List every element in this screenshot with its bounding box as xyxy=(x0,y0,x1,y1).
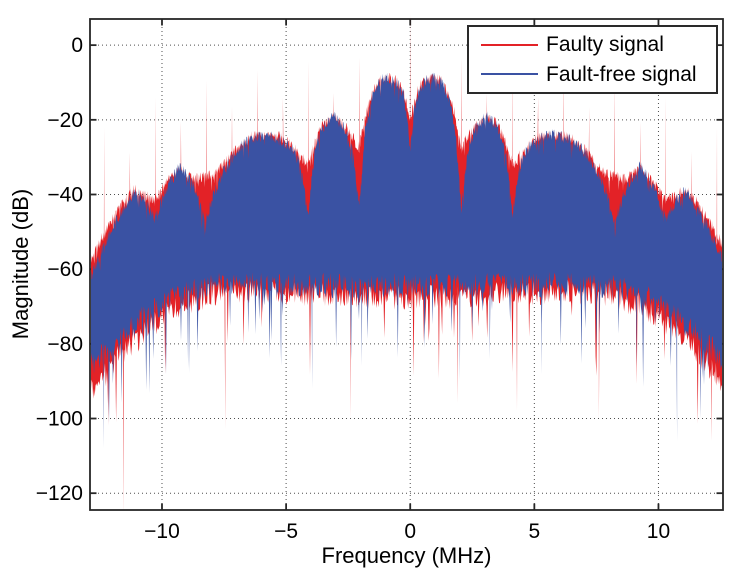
legend-label-fault-free: Fault-free signal xyxy=(546,62,697,86)
y-tick-label: −60 xyxy=(47,258,83,281)
x-tick-label: 0 xyxy=(404,520,416,543)
x-tick-label: 5 xyxy=(528,520,540,543)
y-tick-label: 0 xyxy=(71,34,83,57)
x-tick-label: −5 xyxy=(274,520,298,543)
x-tick-label: 10 xyxy=(647,520,670,543)
legend-label-faulty: Faulty signal xyxy=(546,33,664,57)
fault-free-signal-series xyxy=(91,72,722,449)
fault-free-line-icon xyxy=(481,73,538,76)
x-axis-label: Frequency (MHz) xyxy=(321,543,492,568)
x-tick-label: −10 xyxy=(144,520,180,543)
y-tick-label: −80 xyxy=(47,333,83,356)
legend-entry-faulty: Faulty signal xyxy=(481,33,716,56)
y-tick-label: −20 xyxy=(47,109,83,132)
faulty-line-icon xyxy=(481,43,538,46)
legend-entry-fault-free: Fault-free signal xyxy=(481,63,716,86)
series-layer xyxy=(91,13,722,509)
legend: Faulty signal Fault-free signal xyxy=(467,25,718,94)
y-axis-label: Magnitude (dB) xyxy=(8,188,33,340)
y-tick-label: −100 xyxy=(36,408,83,431)
y-tick-label: −120 xyxy=(36,482,83,505)
tick-labels: −10 −5 0 5 10 0 −20 −40 −60 −80 −100 −120 xyxy=(36,34,670,543)
y-tick-label: −40 xyxy=(47,183,83,206)
